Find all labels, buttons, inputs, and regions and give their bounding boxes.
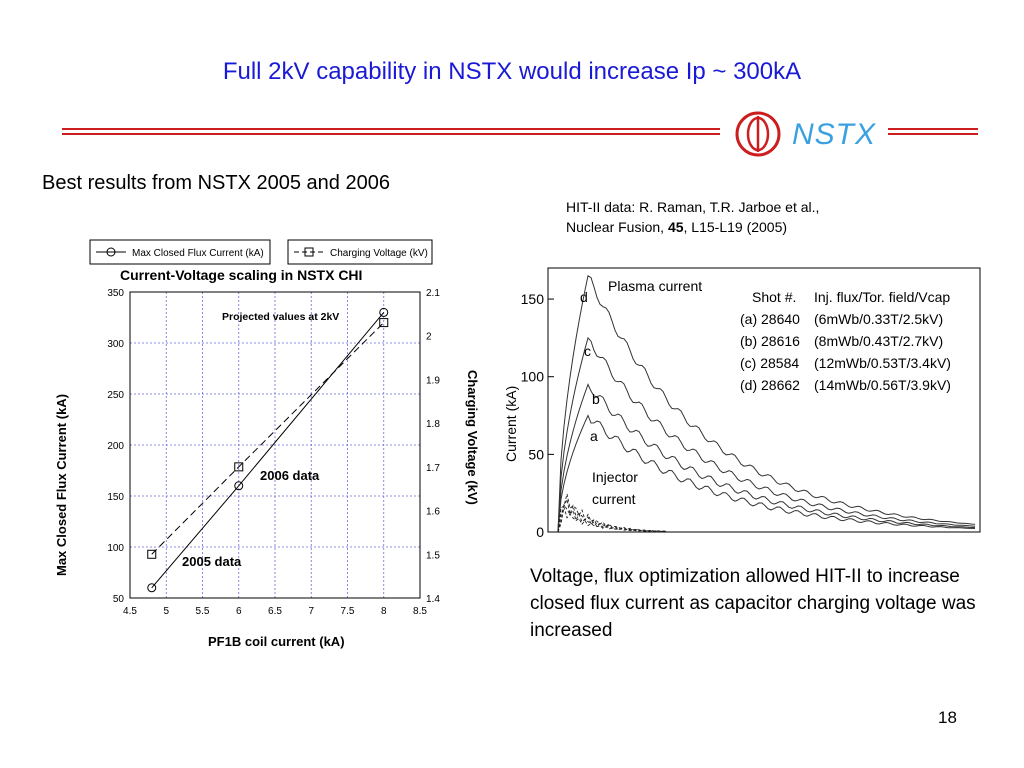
citation: HIT-II data: R. Raman, T.R. Jarboe et al… (566, 197, 819, 237)
x-axis-label: PF1B coil current (kA) (208, 634, 345, 649)
data-point-voltage (147, 549, 157, 559)
shot-table: Shot #. Inj. flux/Tor. field/Vcap (a) 28… (740, 289, 951, 393)
y2-axis-label: Charging Voltage (kV) (465, 370, 480, 505)
y2-tick-label: 1.8 (426, 419, 440, 430)
annotation-2006-data: 2006 data (260, 468, 320, 483)
legend-box-voltage (287, 239, 433, 265)
x-tick-label: 4.5 (123, 606, 137, 617)
series-layer (147, 307, 389, 593)
table-row-d-shot: (d) 28662 (740, 377, 800, 393)
y-tick-label: 300 (107, 339, 124, 350)
citation-journal: Nuclear Fusion, (566, 219, 668, 235)
x-tick-label: 8 (381, 606, 387, 617)
y2-tick-label: 1.7 (426, 463, 440, 474)
slide-caption: Voltage, flux optimization allowed HIT-I… (530, 566, 976, 641)
y-tick-label-2: 150 (521, 291, 545, 307)
legend-marker-circle (106, 247, 116, 257)
table-row-c-params: (12mWb/0.53T/3.4kV) (814, 355, 951, 371)
x-tick-label: 5.5 (196, 606, 210, 617)
data-point-voltage (379, 318, 389, 328)
table-row-b-shot: (b) 28616 (740, 333, 800, 349)
data-point-current (234, 481, 244, 491)
y-tick-label: 50 (113, 594, 125, 605)
table-row-d-params: (14mWb/0.56T/3.9kV) (814, 377, 951, 393)
y-tick-label-2: 50 (528, 446, 544, 462)
slide-subtitle: Best results from NSTX 2005 and 2006 (42, 172, 390, 194)
y2-tick-label: 2.1 (426, 288, 440, 299)
chart-grid (129, 291, 421, 599)
y-axis-label: Max Closed Flux Current (kA) (54, 394, 69, 576)
plasma-current-curve-b (557, 383, 976, 533)
page-number: 18 (938, 708, 957, 727)
curve-label-b: b (592, 391, 600, 407)
y2-tick-label: 1.4 (426, 594, 440, 605)
annotation-projected: Projected values at 2kV (222, 311, 339, 323)
annotation-2005-data: 2005 data (182, 554, 242, 569)
table-header-params: Inj. flux/Tor. field/Vcap (814, 289, 950, 305)
x-tick-label: 7 (308, 606, 314, 617)
plasma-current-curve-a (557, 414, 976, 533)
legend-label-voltage: Charging Voltage (kV) (330, 248, 428, 259)
annotation-injector-line1: Injector (592, 469, 638, 485)
legend-marker-square (304, 247, 314, 257)
x-tick-label: 5 (163, 606, 169, 617)
data-point-current (147, 583, 157, 593)
y-tick-label: 200 (107, 441, 124, 452)
slide-title: Full 2kV capability in NSTX would increa… (222, 58, 802, 85)
y2-tick-label: 2 (426, 332, 432, 343)
citation-volume: 45 (667, 219, 684, 235)
data-point-voltage (234, 462, 244, 472)
table-row-a-params: (6mWb/0.33T/2.5kV) (814, 311, 943, 327)
x-tick-label: 6.5 (268, 606, 282, 617)
plasma-current-curve-c (557, 336, 976, 533)
logo-text: NSTX (792, 118, 877, 151)
nstx-scaling-chart: Max Closed Flux Current (kA) Charging Vo… (54, 239, 480, 649)
table-row-c-shot: (c) 28584 (740, 355, 799, 371)
y-axis-label-2: Current (kA) (503, 386, 519, 462)
annotation-plasma-current: Plasma current (608, 278, 702, 294)
nstx-logo-icon (735, 111, 781, 157)
injector-current-curve (557, 503, 667, 533)
injector-current-curve (557, 493, 667, 533)
y-tick-label: 100 (107, 543, 124, 554)
series-line-voltage (151, 322, 385, 555)
x-tick-label: 8.5 (413, 606, 427, 617)
citation-line2: Nuclear Fusion, 45, L15-L19 (2005) (566, 217, 819, 237)
series-layer-2 (557, 275, 976, 533)
plot-frame-2 (547, 267, 981, 533)
y2-tick-label: 1.6 (426, 507, 440, 518)
x-tick-label: 6 (236, 606, 242, 617)
table-header-shot: Shot #. (752, 289, 796, 305)
header-rule-left (62, 128, 720, 135)
table-row-a-shot: (a) 28640 (740, 311, 800, 327)
y2-tick-label: 1.9 (426, 375, 440, 386)
x-tick-label: 7.5 (341, 606, 355, 617)
citation-line1: HIT-II data: R. Raman, T.R. Jarboe et al… (566, 199, 820, 215)
chart-title: Current-Voltage scaling in NSTX CHI (120, 267, 362, 283)
tick-labels: 4.5 5 5.5 6 6.5 7 7.5 8 8.5 50 100 150 200 250 300 350 1… (107, 288, 440, 617)
curve-label-c: c (584, 343, 591, 359)
y-tick-label: 350 (107, 288, 124, 299)
tick-labels-2: 0 50 100 150 (521, 291, 554, 540)
y2-tick-label: 1.5 (426, 550, 440, 561)
plasma-current-curve-d (557, 275, 976, 533)
series-line-current (151, 312, 385, 589)
y-tick-label: 250 (107, 390, 124, 401)
plot-frame (129, 291, 421, 599)
y-tick-label-2: 0 (536, 524, 544, 540)
curve-label-d: d (580, 289, 588, 305)
hit-ii-chart: 0 50 100 150 Current (kA) Plasma current In… (503, 267, 981, 540)
y-tick-label: 150 (107, 492, 124, 503)
curve-label-a: a (590, 428, 598, 444)
table-row-b-params: (8mWb/0.43T/2.7kV) (814, 333, 943, 349)
header-rule-right (888, 128, 978, 135)
legend-label-current: Max Closed Flux Current (kA) (132, 248, 264, 259)
y-tick-label-2: 100 (521, 369, 545, 385)
citation-pages: , L15-L19 (2005) (683, 219, 788, 235)
annotation-injector-line2: current (592, 491, 636, 507)
injector-current-curve (557, 507, 667, 533)
data-point-current (379, 307, 389, 317)
